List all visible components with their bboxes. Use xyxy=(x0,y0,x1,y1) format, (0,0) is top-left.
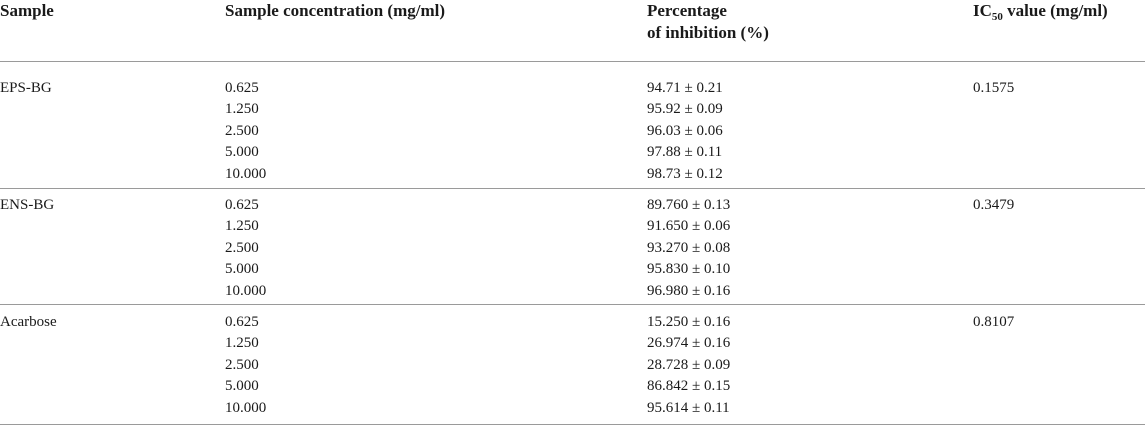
inhibition-value: 94.71 ± 0.21 xyxy=(647,80,723,96)
concentration-value: 1.250 xyxy=(225,101,259,118)
concentration-value: 5.000 xyxy=(225,261,259,278)
concentration-value: 0.625 xyxy=(225,314,259,330)
header-ic50-suffix: value (mg/ml) xyxy=(1002,1,1108,20)
header-concentration: Sample concentration (mg/ml) xyxy=(225,1,446,20)
table-row-group: EPS-BG 0.625 1.250 2.500 5.000 10.000 94… xyxy=(0,62,1145,189)
sample-name: EPS-BG xyxy=(0,80,52,96)
inhibition-value: 15.250 ± 0.16 xyxy=(647,314,731,330)
concentration-value: 2.500 xyxy=(225,122,259,139)
table-row-group: Acarbose 0.625 1.250 2.500 5.000 10.000 … xyxy=(0,305,1145,425)
ic50-value: 0.3479 xyxy=(973,197,1015,213)
inhibition-value: 98.73 ± 0.12 xyxy=(647,165,723,182)
inhibition-value: 91.650 ± 0.06 xyxy=(647,218,731,235)
concentration-list: 0.625 1.250 2.500 5.000 10.000 xyxy=(225,78,266,185)
inhibition-value: 93.270 ± 0.08 xyxy=(647,239,731,256)
inhibition-list: 89.760 ± 0.13 91.650 ± 0.06 93.270 ± 0.0… xyxy=(647,195,730,302)
inhibition-list: 15.250 ± 0.16 26.974 ± 0.16 28.728 ± 0.0… xyxy=(647,312,730,419)
table-row-group: ENS-BG 0.625 1.250 2.500 5.000 10.000 89… xyxy=(0,189,1145,305)
sample-name: Acarbose xyxy=(0,314,57,330)
concentration-list: 0.625 1.250 2.500 5.000 10.000 xyxy=(225,312,266,419)
inhibition-value: 28.728 ± 0.09 xyxy=(647,356,731,373)
sample-name: ENS-BG xyxy=(0,197,55,213)
concentration-value: 10.000 xyxy=(225,399,267,416)
header-ic50-prefix: IC xyxy=(973,1,992,20)
inhibition-value: 95.92 ± 0.09 xyxy=(647,101,723,118)
concentration-value: 10.000 xyxy=(225,165,267,182)
concentration-value: 1.250 xyxy=(225,335,259,352)
header-ic50: IC50 value (mg/ml) xyxy=(973,0,1108,24)
concentration-value: 0.625 xyxy=(225,197,259,213)
inhibition-value: 96.03 ± 0.06 xyxy=(647,122,723,139)
concentration-value: 0.625 xyxy=(225,80,259,96)
inhibition-value: 26.974 ± 0.16 xyxy=(647,335,731,352)
ic50-value: 0.8107 xyxy=(973,314,1015,330)
inhibition-value: 95.830 ± 0.10 xyxy=(647,261,731,278)
concentration-value: 5.000 xyxy=(225,144,259,161)
header-percentage-line2: of inhibition (%) xyxy=(647,23,769,42)
concentration-value: 2.500 xyxy=(225,356,259,373)
concentration-value: 5.000 xyxy=(225,378,259,395)
concentration-value: 1.250 xyxy=(225,218,259,235)
table-header: Sample Sample concentration (mg/ml) Perc… xyxy=(0,0,1145,62)
concentration-value: 10.000 xyxy=(225,282,267,299)
ic50-value: 0.1575 xyxy=(973,80,1015,96)
inhibition-value: 96.980 ± 0.16 xyxy=(647,282,731,299)
concentration-value: 2.500 xyxy=(225,239,259,256)
inhibition-value: 89.760 ± 0.13 xyxy=(647,197,731,213)
concentration-list: 0.625 1.250 2.500 5.000 10.000 xyxy=(225,195,266,302)
inhibition-list: 94.71 ± 0.21 95.92 ± 0.09 96.03 ± 0.06 9… xyxy=(647,78,723,185)
header-percentage-line1: Percentage xyxy=(647,1,727,20)
inhibition-value: 95.614 ± 0.11 xyxy=(647,399,730,416)
header-percentage: Percentage of inhibition (%) xyxy=(647,0,769,44)
inhibition-value: 86.842 ± 0.15 xyxy=(647,378,731,395)
header-sample: Sample xyxy=(0,1,54,20)
inhibition-value: 97.88 ± 0.11 xyxy=(647,144,723,161)
header-ic50-sub: 50 xyxy=(991,11,1003,23)
